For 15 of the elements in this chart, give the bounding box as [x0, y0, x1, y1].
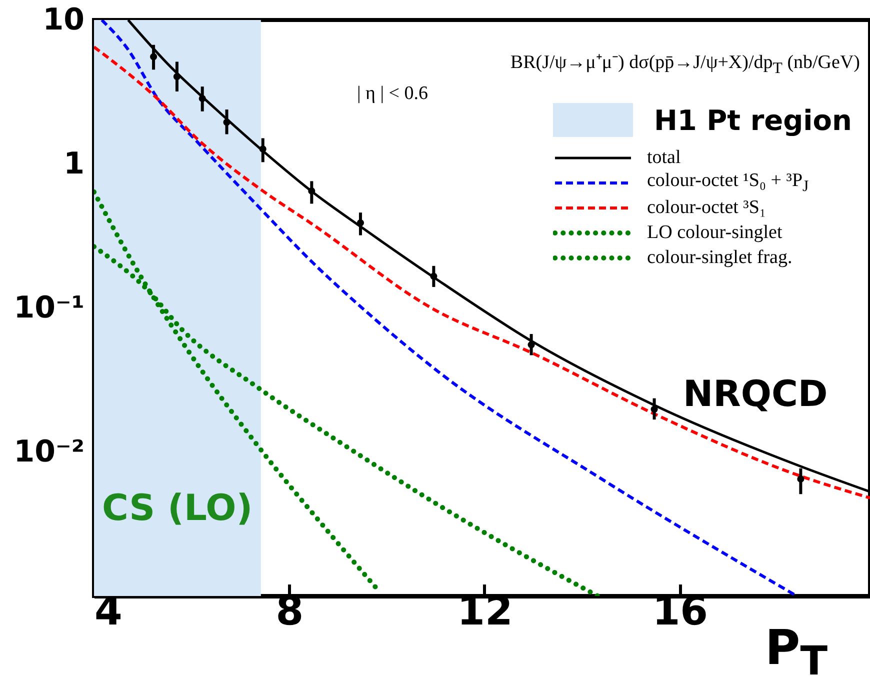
legend-label: LO colour-singlet: [647, 222, 782, 244]
legend-label: colour-singlet frag.: [647, 246, 792, 268]
annotation: | η | < 0.6: [357, 83, 428, 105]
y-tick-label: 10⁻¹: [14, 290, 84, 326]
annotation: BR(J/ψ→μ⁺μ⁻) dσ(pp̄→J/ψ+X)/dp$_{T}$ (nb/GeV): [510, 51, 860, 78]
annotation: CS (LO): [102, 488, 253, 529]
annotation: H1 Pt region: [654, 104, 852, 137]
legend-label: total: [647, 146, 681, 168]
x-axis-title: P$_{T}$: [765, 620, 828, 685]
y-tick-label: 10⁻²: [14, 434, 84, 470]
legend-label: colour-octet ³S₁: [647, 196, 766, 218]
annotation: NRQCD: [683, 374, 828, 415]
y-tick-label: 1: [64, 146, 84, 182]
legend-label: colour-octet ¹S₀ + ³P$_{J}$: [647, 170, 809, 196]
y-tick-label: 10: [42, 2, 84, 38]
